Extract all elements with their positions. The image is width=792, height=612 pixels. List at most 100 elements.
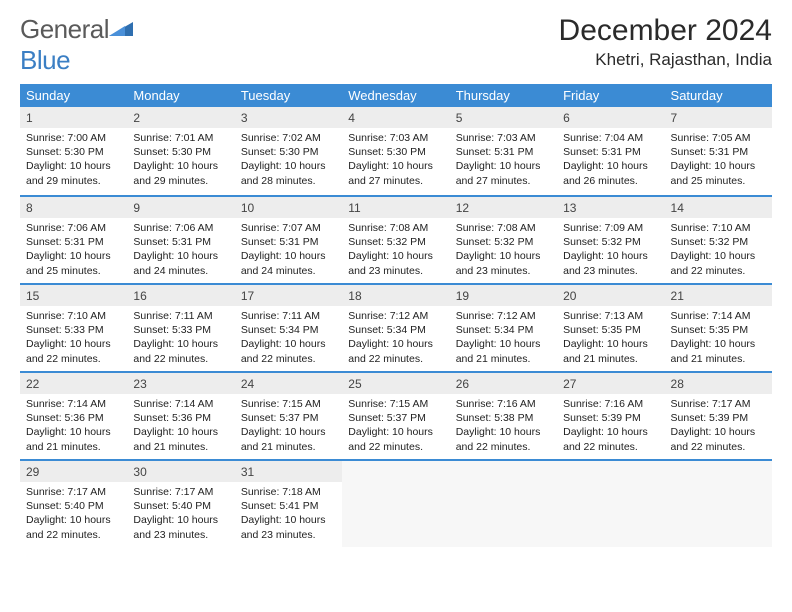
day-cell: 28Sunrise: 7:17 AMSunset: 5:39 PMDayligh…: [665, 371, 772, 459]
day-body: Sunrise: 7:10 AMSunset: 5:33 PMDaylight:…: [20, 306, 127, 369]
page-title: December 2024: [559, 14, 772, 48]
sunrise-line: Sunrise: 7:12 AM: [348, 309, 443, 323]
day-cell: 5Sunrise: 7:03 AMSunset: 5:31 PMDaylight…: [450, 107, 557, 195]
day-number: 18: [348, 289, 361, 303]
empty-cell: [557, 459, 664, 547]
day-body: Sunrise: 7:03 AMSunset: 5:31 PMDaylight:…: [450, 128, 557, 191]
sunset-line: Sunset: 5:31 PM: [26, 235, 121, 249]
daylight-line: Daylight: 10 hours and 25 minutes.: [671, 159, 766, 187]
sunset-line: Sunset: 5:38 PM: [456, 411, 551, 425]
day-body: Sunrise: 7:11 AMSunset: 5:33 PMDaylight:…: [127, 306, 234, 369]
sunrise-line: Sunrise: 7:03 AM: [456, 131, 551, 145]
sunset-line: Sunset: 5:34 PM: [348, 323, 443, 337]
page: GeneralBlue December 2024 Khetri, Rajast…: [0, 0, 792, 612]
sunset-line: Sunset: 5:31 PM: [456, 145, 551, 159]
sunset-line: Sunset: 5:32 PM: [671, 235, 766, 249]
triangle-icon: [109, 20, 133, 38]
day-body: Sunrise: 7:05 AMSunset: 5:31 PMDaylight:…: [665, 128, 772, 191]
day-cell: 23Sunrise: 7:14 AMSunset: 5:36 PMDayligh…: [127, 371, 234, 459]
day-body: Sunrise: 7:07 AMSunset: 5:31 PMDaylight:…: [235, 218, 342, 281]
day-number: 26: [456, 377, 469, 391]
day-number: 22: [26, 377, 39, 391]
sunrise-line: Sunrise: 7:12 AM: [456, 309, 551, 323]
logo-text: GeneralBlue: [20, 14, 133, 76]
sunset-line: Sunset: 5:32 PM: [456, 235, 551, 249]
empty-cell: [665, 459, 772, 547]
day-body: Sunrise: 7:04 AMSunset: 5:31 PMDaylight:…: [557, 128, 664, 191]
sunset-line: Sunset: 5:40 PM: [133, 499, 228, 513]
day-number: 20: [563, 289, 576, 303]
daylight-line: Daylight: 10 hours and 23 minutes.: [456, 249, 551, 277]
day-body: Sunrise: 7:06 AMSunset: 5:31 PMDaylight:…: [20, 218, 127, 281]
day-cell: 25Sunrise: 7:15 AMSunset: 5:37 PMDayligh…: [342, 371, 449, 459]
day-cell: 29Sunrise: 7:17 AMSunset: 5:40 PMDayligh…: [20, 459, 127, 547]
sunset-line: Sunset: 5:30 PM: [133, 145, 228, 159]
sunrise-line: Sunrise: 7:01 AM: [133, 131, 228, 145]
day-cell: 17 Sunrise: 7:11 AMSunset: 5:34 PMDayligh…: [235, 283, 342, 371]
day-number: 17: [241, 289, 254, 303]
day-cell: 15 Sunrise: 7:10 AMSunset: 5:33 PMDayligh…: [20, 283, 127, 371]
day-number: 27: [563, 377, 576, 391]
sunrise-line: Sunrise: 7:14 AM: [671, 309, 766, 323]
day-body: Sunrise: 7:00 AMSunset: 5:30 PMDaylight:…: [20, 128, 127, 191]
daylight-line: Daylight: 10 hours and 21 minutes.: [456, 337, 551, 365]
location: Khetri, Rajasthan, India: [559, 50, 772, 70]
daylight-line: Daylight: 10 hours and 23 minutes.: [563, 249, 658, 277]
day-body: Sunrise: 7:08 AMSunset: 5:32 PMDaylight:…: [450, 218, 557, 281]
daylight-line: Daylight: 10 hours and 23 minutes.: [348, 249, 443, 277]
week-row: 22Sunrise: 7:14 AMSunset: 5:36 PMDayligh…: [20, 371, 772, 459]
weekday-header: Friday: [557, 84, 664, 107]
day-cell: 11Sunrise: 7:08 AMSunset: 5:32 PMDayligh…: [342, 195, 449, 283]
daylight-line: Daylight: 10 hours and 22 minutes.: [456, 425, 551, 453]
day-body: Sunrise: 7:01 AMSunset: 5:30 PMDaylight:…: [127, 128, 234, 191]
sunset-line: Sunset: 5:41 PM: [241, 499, 336, 513]
day-cell: 20Sunrise: 7:13 AMSunset: 5:35 PMDayligh…: [557, 283, 664, 371]
day-cell: 14Sunrise: 7:10 AMSunset: 5:32 PMDayligh…: [665, 195, 772, 283]
day-body: Sunrise: 7:02 AMSunset: 5:30 PMDaylight:…: [235, 128, 342, 191]
sunrise-line: Sunrise: 7:14 AM: [26, 397, 121, 411]
sunrise-line: Sunrise: 7:03 AM: [348, 131, 443, 145]
week-row: 8Sunrise: 7:06 AMSunset: 5:31 PMDaylight…: [20, 195, 772, 283]
sunrise-line: Sunrise: 7:16 AM: [563, 397, 658, 411]
daylight-line: Daylight: 10 hours and 22 minutes.: [671, 249, 766, 277]
calendar-header-row: SundayMondayTuesdayWednesdayThursdayFrid…: [20, 84, 772, 107]
sunset-line: Sunset: 5:30 PM: [241, 145, 336, 159]
day-cell: 3Sunrise: 7:02 AMSunset: 5:30 PMDaylight…: [235, 107, 342, 195]
day-number: 23: [133, 377, 146, 391]
day-number: 4: [348, 111, 355, 125]
day-cell: 1 Sunrise: 7:00 AMSunset: 5:30 PMDaylight…: [20, 107, 127, 195]
day-number: 19: [456, 289, 469, 303]
day-body: Sunrise: 7:03 AMSunset: 5:30 PMDaylight:…: [342, 128, 449, 191]
day-number: 28: [671, 377, 684, 391]
day-number: 2: [133, 111, 140, 125]
daylight-line: Daylight: 10 hours and 22 minutes.: [133, 337, 228, 365]
sunrise-line: Sunrise: 7:17 AM: [133, 485, 228, 499]
day-body: Sunrise: 7:12 AMSunset: 5:34 PMDaylight:…: [450, 306, 557, 369]
day-body: Sunrise: 7:11 AMSunset: 5:34 PMDaylight:…: [235, 306, 342, 369]
sunrise-line: Sunrise: 7:09 AM: [563, 221, 658, 235]
day-body: Sunrise: 7:06 AMSunset: 5:31 PMDaylight:…: [127, 218, 234, 281]
week-row: 1 Sunrise: 7:00 AMSunset: 5:30 PMDaylight…: [20, 107, 772, 195]
header: GeneralBlue December 2024 Khetri, Rajast…: [20, 14, 772, 76]
weekday-header: Monday: [127, 84, 234, 107]
day-cell: 4 Sunrise: 7:03 AMSunset: 5:30 PMDaylight…: [342, 107, 449, 195]
daylight-line: Daylight: 10 hours and 27 minutes.: [348, 159, 443, 187]
day-body: Sunrise: 7:18 AMSunset: 5:41 PMDaylight:…: [235, 482, 342, 545]
sunset-line: Sunset: 5:35 PM: [671, 323, 766, 337]
day-number: 15: [26, 289, 39, 303]
sunset-line: Sunset: 5:32 PM: [348, 235, 443, 249]
daylight-line: Daylight: 10 hours and 21 minutes.: [26, 425, 121, 453]
sunrise-line: Sunrise: 7:05 AM: [671, 131, 766, 145]
day-number: 1: [26, 111, 33, 125]
sunset-line: Sunset: 5:32 PM: [563, 235, 658, 249]
day-number: 24: [241, 377, 254, 391]
sunset-line: Sunset: 5:34 PM: [456, 323, 551, 337]
weekday-header: Wednesday: [342, 84, 449, 107]
daylight-line: Daylight: 10 hours and 22 minutes.: [26, 513, 121, 541]
sunrise-line: Sunrise: 7:07 AM: [241, 221, 336, 235]
sunrise-line: Sunrise: 7:04 AM: [563, 131, 658, 145]
day-cell: 21Sunrise: 7:14 AMSunset: 5:35 PMDayligh…: [665, 283, 772, 371]
day-body: Sunrise: 7:17 AMSunset: 5:40 PMDaylight:…: [127, 482, 234, 545]
day-body: Sunrise: 7:09 AMSunset: 5:32 PMDaylight:…: [557, 218, 664, 281]
day-cell: 26Sunrise: 7:16 AMSunset: 5:38 PMDayligh…: [450, 371, 557, 459]
